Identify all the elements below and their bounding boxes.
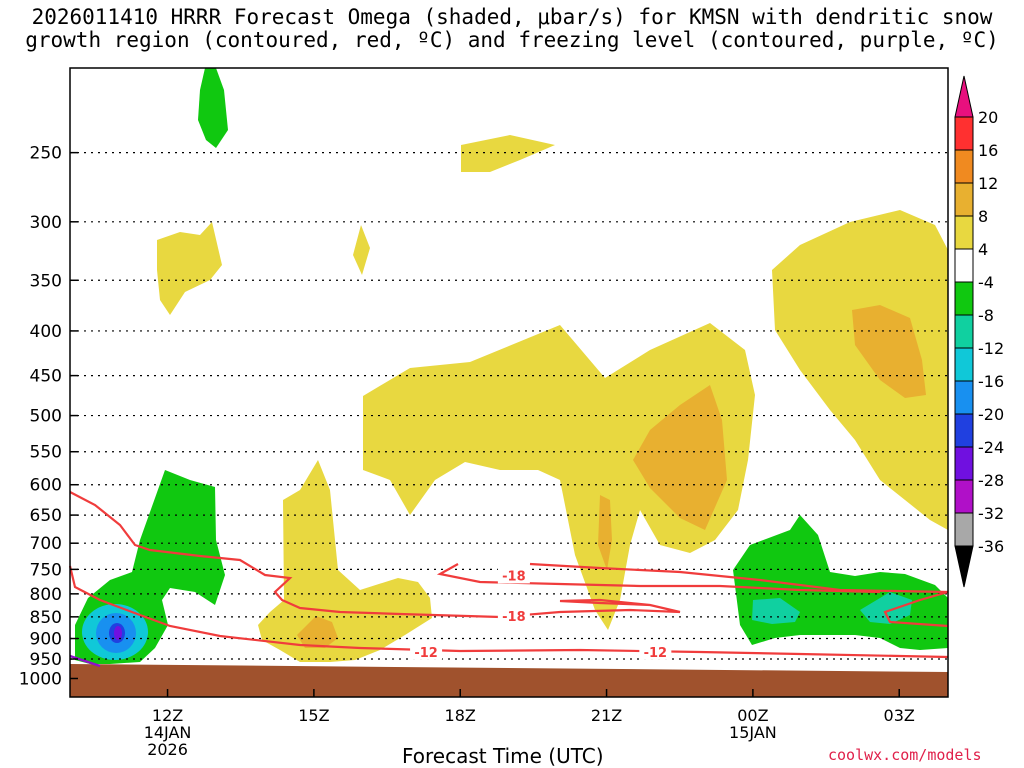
y-tick-label: 950 bbox=[30, 650, 62, 670]
plot-frame bbox=[69, 67, 949, 698]
x-tick-label: 18Z bbox=[445, 706, 476, 725]
omega-region bbox=[258, 460, 432, 662]
y-tick-label: 1000 bbox=[19, 669, 62, 689]
y-axis: 2503003504004505005506006507007508008509… bbox=[19, 144, 78, 689]
colorbar-label: 12 bbox=[978, 174, 998, 193]
colorbar-label: 8 bbox=[978, 207, 988, 226]
omega-region bbox=[633, 385, 727, 530]
omega-shading bbox=[75, 68, 948, 664]
colorbar-label: -32 bbox=[978, 504, 1004, 523]
colorbar-swatch bbox=[954, 479, 974, 514]
x-tick-label: 03Z bbox=[884, 706, 915, 725]
omega-region bbox=[114, 626, 122, 640]
dgz-label: -12 bbox=[414, 646, 438, 661]
x-tick-date: 14JAN bbox=[144, 723, 192, 742]
y-tick-label: 400 bbox=[30, 322, 62, 342]
colorbar-swatch bbox=[954, 149, 974, 184]
omega-region bbox=[752, 598, 800, 624]
colorbar-swatch bbox=[954, 446, 974, 481]
x-tick-label: 00Z bbox=[737, 706, 768, 725]
dgz-line bbox=[69, 491, 681, 619]
colorbar-label: -4 bbox=[978, 273, 994, 292]
freezing-level-contour bbox=[69, 654, 101, 668]
dgz-label-bg bbox=[639, 643, 672, 660]
dgz-line bbox=[529, 562, 949, 628]
x-tick-label: 15Z bbox=[298, 706, 329, 725]
colorbar-swatch bbox=[954, 314, 974, 349]
y-tick-label: 800 bbox=[30, 585, 62, 605]
y-tick-label: 250 bbox=[30, 144, 62, 164]
y-tick-label: 600 bbox=[30, 476, 62, 496]
y-tick-label: 550 bbox=[30, 443, 62, 463]
dgz-line bbox=[68, 565, 949, 659]
y-tick-label: 500 bbox=[30, 407, 62, 427]
colorbar-top-arrow bbox=[954, 75, 974, 118]
x-tick-year: 2026 bbox=[147, 740, 188, 759]
dgz-contours bbox=[68, 491, 949, 659]
dgz-label-bg bbox=[497, 607, 530, 624]
colorbar-label: -16 bbox=[978, 372, 1004, 391]
x-tick-date: 15JAN bbox=[729, 723, 777, 742]
omega-region bbox=[860, 592, 912, 624]
y-tick-label: 450 bbox=[30, 367, 62, 387]
dgz-labels: -18 -18 -12 -12 bbox=[410, 567, 672, 661]
colorbar: 20 16 12 8 4 -4 -8 -12 -16 -20 -24 -28 -32 -36 bbox=[954, 75, 1004, 588]
x-axis-label: Forecast Time (UTC) bbox=[402, 744, 604, 768]
y-tick-label: 850 bbox=[30, 608, 62, 628]
colorbar-bottom-arrow bbox=[954, 545, 974, 588]
y-tick-label: 700 bbox=[30, 534, 62, 554]
colorbar-swatch bbox=[954, 347, 974, 382]
colorbar-swatch bbox=[954, 380, 974, 415]
colorbar-label: 16 bbox=[978, 141, 998, 160]
colorbar-label: -28 bbox=[978, 471, 1004, 490]
omega-region bbox=[353, 225, 370, 275]
omega-region bbox=[363, 323, 755, 630]
colorbar-swatch bbox=[954, 116, 974, 151]
dgz-label: -18 bbox=[502, 610, 526, 625]
dgz-label: -18 bbox=[502, 569, 526, 584]
colorbar-label: -20 bbox=[978, 405, 1004, 424]
omega-region bbox=[461, 135, 555, 172]
y-tick-label: 300 bbox=[30, 213, 62, 233]
colorbar-swatch bbox=[954, 512, 974, 547]
dgz-label-bg bbox=[497, 567, 530, 584]
colorbar-label: 20 bbox=[978, 108, 998, 127]
colorbar-swatch bbox=[954, 182, 974, 217]
x-tick-label: 12Z bbox=[152, 706, 183, 725]
colorbar-label: -12 bbox=[978, 339, 1004, 358]
x-tick-label: 21Z bbox=[591, 706, 622, 725]
y-tick-label: 350 bbox=[30, 271, 62, 291]
colorbar-swatch bbox=[954, 413, 974, 448]
colorbar-label: -8 bbox=[978, 306, 994, 325]
colorbar-label: 4 bbox=[978, 240, 988, 259]
omega-region bbox=[198, 68, 228, 148]
dgz-label: -12 bbox=[644, 646, 668, 661]
colorbar-label: -36 bbox=[978, 537, 1004, 556]
omega-region bbox=[852, 305, 926, 398]
y-tick-label: 750 bbox=[30, 560, 62, 580]
omega-region bbox=[297, 616, 338, 648]
omega-region bbox=[598, 495, 612, 570]
y-tick-label: 900 bbox=[30, 630, 62, 650]
dgz-line bbox=[436, 563, 881, 594]
omega-region bbox=[772, 210, 948, 530]
ground-layer bbox=[70, 664, 948, 697]
credit-link[interactable]: coolwx.com/models bbox=[828, 746, 982, 764]
colorbar-swatch bbox=[954, 281, 974, 316]
colorbar-swatch bbox=[954, 248, 974, 283]
omega-region bbox=[733, 515, 948, 650]
y-tick-label: 650 bbox=[30, 506, 62, 526]
colorbar-swatch bbox=[954, 215, 974, 250]
colorbar-label: -24 bbox=[978, 438, 1004, 457]
omega-region bbox=[157, 222, 222, 315]
dgz-label-bg bbox=[410, 643, 443, 660]
chart-title: 2026011410 HRRR Forecast Omega (shaded, … bbox=[25, 5, 999, 52]
